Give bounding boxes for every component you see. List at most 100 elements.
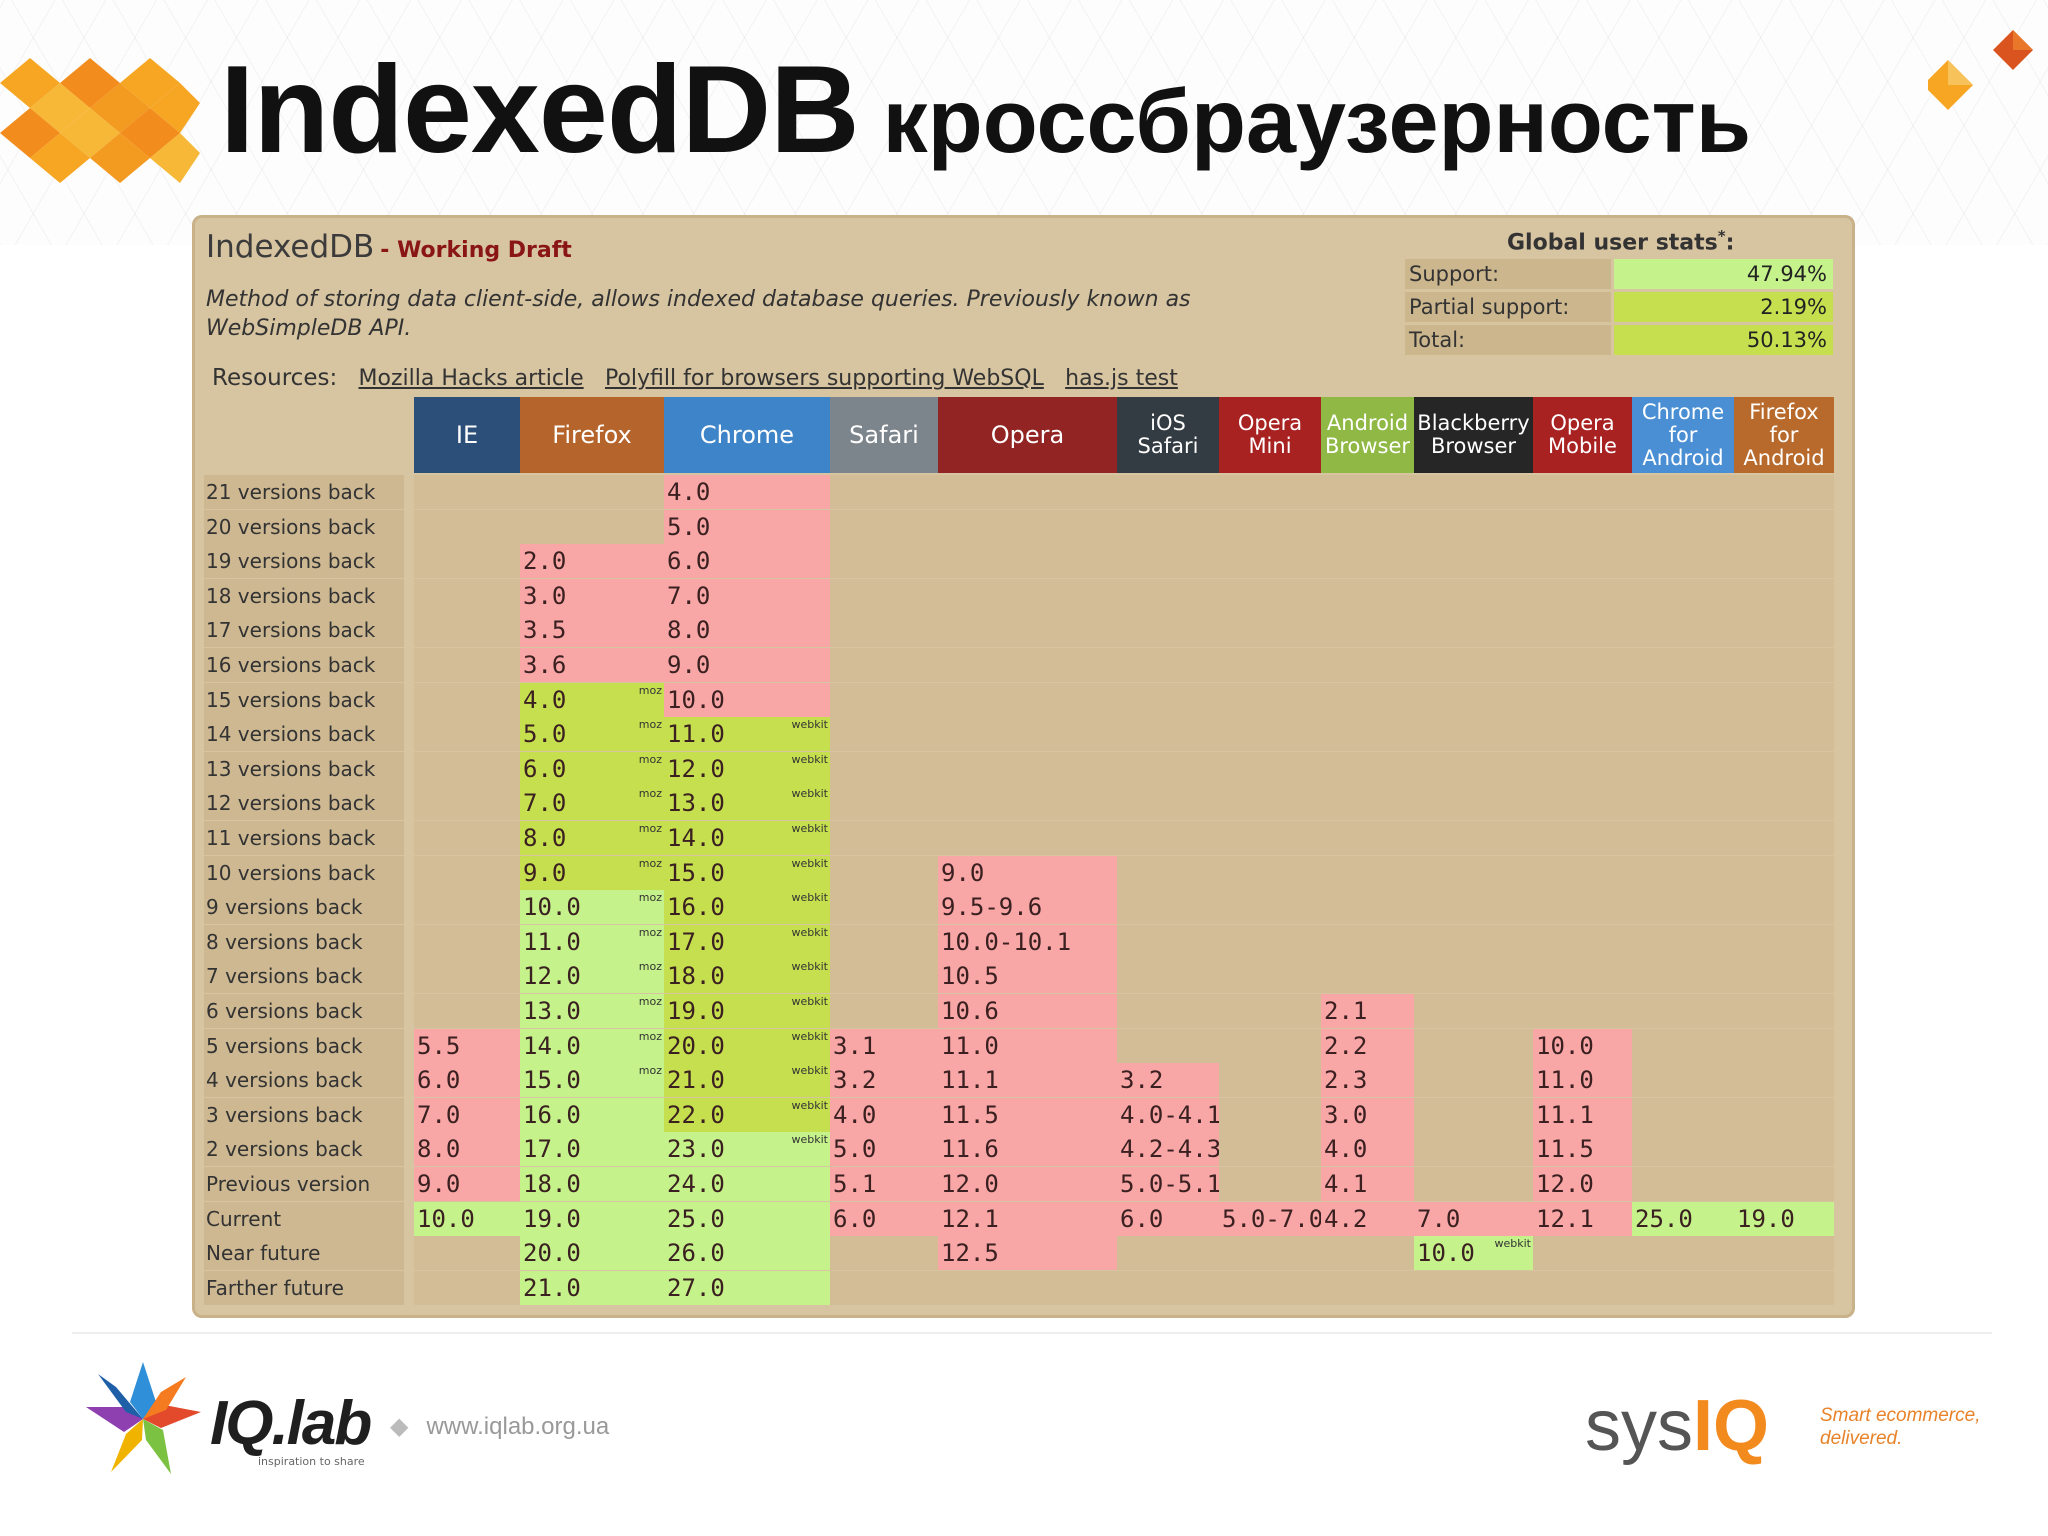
- version-cell[interactable]: 6.0 moz: [520, 751, 664, 786]
- empty-cell: [1734, 751, 1834, 786]
- version-cell[interactable]: 21.0 webkit: [664, 1063, 830, 1098]
- version-cell[interactable]: 6.0: [830, 1201, 938, 1236]
- version-cell[interactable]: 25.0: [664, 1201, 830, 1236]
- version-cell[interactable]: 10.5: [938, 959, 1117, 994]
- version-cell[interactable]: 3.2: [830, 1063, 938, 1098]
- version-cell[interactable]: 12.0 moz: [520, 959, 664, 994]
- version-cell[interactable]: 5.0: [830, 1132, 938, 1167]
- version-cell[interactable]: 7.0: [414, 1097, 520, 1132]
- version-cell[interactable]: 4.0-4.1: [1117, 1097, 1221, 1132]
- resource-link-hasjs[interactable]: has.js test: [1065, 366, 1178, 391]
- version-cell[interactable]: 4.0: [1321, 1132, 1414, 1167]
- empty-cell: [1632, 855, 1734, 890]
- version-cell[interactable]: 7.0: [664, 578, 830, 613]
- version-cell[interactable]: 9.0: [414, 1167, 520, 1201]
- version-cell[interactable]: 11.0 moz: [520, 924, 664, 959]
- version-cell[interactable]: 16.0 webkit: [664, 890, 830, 925]
- prefix-note: webkit: [791, 925, 829, 939]
- version-cell[interactable]: 16.0: [520, 1097, 664, 1132]
- version-cell[interactable]: 12.1: [938, 1201, 1117, 1236]
- version-cell[interactable]: 5.0: [664, 509, 830, 544]
- version-cell[interactable]: 8.0: [414, 1132, 520, 1167]
- version-cell[interactable]: 4.2-4.3: [1117, 1132, 1221, 1167]
- version-cell[interactable]: 27.0: [664, 1270, 830, 1305]
- version-cell[interactable]: 14.0 moz: [520, 1028, 664, 1063]
- version-cell[interactable]: 12.0: [1533, 1167, 1632, 1201]
- version-cell[interactable]: 11.1: [1533, 1097, 1632, 1132]
- version-cell[interactable]: 19.0 webkit: [664, 994, 830, 1028]
- version-cell[interactable]: 10.0: [664, 682, 830, 717]
- version-cell[interactable]: 17.0 webkit: [664, 924, 830, 959]
- version-cell[interactable]: 10.0: [1533, 1028, 1632, 1063]
- version-cell[interactable]: 18.0 webkit: [664, 959, 830, 994]
- version-cell[interactable]: 12.5: [938, 1236, 1117, 1271]
- version-cell[interactable]: 2.3: [1321, 1063, 1414, 1098]
- version-cell[interactable]: 9.5-9.6: [938, 890, 1117, 925]
- version-cell[interactable]: 5.0-7.0: [1219, 1201, 1323, 1236]
- version-cell[interactable]: 7.0: [1414, 1201, 1533, 1236]
- version-cell[interactable]: 11.0 webkit: [664, 717, 830, 752]
- version-cell[interactable]: 10.6: [938, 994, 1117, 1028]
- version-cell[interactable]: 9.0: [664, 648, 830, 682]
- version-cell[interactable]: 11.0: [1533, 1063, 1632, 1098]
- version-cell[interactable]: 10.0-10.1: [938, 924, 1117, 959]
- empty-cell: [1321, 613, 1414, 648]
- version-cell[interactable]: 3.5: [520, 613, 664, 648]
- version-cell[interactable]: 11.6: [938, 1132, 1117, 1167]
- version-cell[interactable]: 9.0 moz: [520, 855, 664, 890]
- version-cell[interactable]: 4.0 moz: [520, 682, 664, 717]
- version-cell[interactable]: 4.0: [664, 475, 830, 509]
- version-cell[interactable]: 7.0 moz: [520, 786, 664, 821]
- version-cell[interactable]: 2.2: [1321, 1028, 1414, 1063]
- version-cell[interactable]: 10.0 webkit: [1414, 1236, 1533, 1271]
- resource-link-polyfill[interactable]: Polyfill for browsers supporting WebSQL: [604, 366, 1044, 391]
- version-cell[interactable]: 4.0: [830, 1097, 938, 1132]
- version-cell[interactable]: 8.0 moz: [520, 821, 664, 855]
- version-cell[interactable]: 4.1: [1321, 1167, 1414, 1201]
- version-cell[interactable]: 11.0: [938, 1028, 1117, 1063]
- version-cell[interactable]: 12.0 webkit: [664, 751, 830, 786]
- version-cell[interactable]: 21.0: [520, 1270, 664, 1305]
- version-cell[interactable]: 2.1: [1321, 994, 1414, 1028]
- version-cell[interactable]: 4.2: [1321, 1201, 1414, 1236]
- version-cell[interactable]: 15.0 moz: [520, 1063, 664, 1098]
- version-cell[interactable]: 19.0: [520, 1201, 664, 1236]
- version-cell[interactable]: 10.0: [414, 1201, 520, 1236]
- version-cell[interactable]: 25.0: [1632, 1201, 1734, 1236]
- version-cell[interactable]: 11.5: [1533, 1132, 1632, 1167]
- version-cell[interactable]: 24.0: [664, 1167, 830, 1201]
- version-cell[interactable]: 11.1: [938, 1063, 1117, 1098]
- version-cell[interactable]: 22.0 webkit: [664, 1097, 830, 1132]
- version-cell[interactable]: 23.0 webkit: [664, 1132, 830, 1167]
- version-cell[interactable]: 13.0 moz: [520, 994, 664, 1028]
- version-cell[interactable]: 3.0: [520, 578, 664, 613]
- version-cell[interactable]: 15.0 webkit: [664, 855, 830, 890]
- version-cell[interactable]: 6.0: [1117, 1201, 1219, 1236]
- version-cell[interactable]: 5.0-5.1: [1117, 1167, 1221, 1201]
- version-cell[interactable]: 2.0: [520, 544, 664, 579]
- version-cell[interactable]: 12.0: [938, 1167, 1117, 1201]
- version-cell[interactable]: 10.0 moz: [520, 890, 664, 925]
- version-cell[interactable]: 19.0: [1734, 1201, 1834, 1236]
- version-cell[interactable]: 12.1: [1533, 1201, 1632, 1236]
- version-cell[interactable]: 20.0: [520, 1236, 664, 1271]
- version-cell[interactable]: 18.0: [520, 1167, 664, 1201]
- resource-link-mozilla-hacks[interactable]: Mozilla Hacks article: [358, 366, 584, 391]
- version-cell[interactable]: 8.0: [664, 613, 830, 648]
- version-cell[interactable]: 26.0: [664, 1236, 830, 1271]
- version-cell[interactable]: 5.5: [414, 1028, 520, 1063]
- version-cell[interactable]: 5.1: [830, 1167, 938, 1201]
- version-cell[interactable]: 3.2: [1117, 1063, 1219, 1098]
- version-cell[interactable]: 13.0 webkit: [664, 786, 830, 821]
- version-cell[interactable]: 11.5: [938, 1097, 1117, 1132]
- version-cell[interactable]: 9.0: [938, 855, 1117, 890]
- version-cell[interactable]: 3.0: [1321, 1097, 1414, 1132]
- version-cell[interactable]: 14.0 webkit: [664, 821, 830, 855]
- version-cell[interactable]: 6.0: [664, 544, 830, 579]
- version-cell[interactable]: 20.0 webkit: [664, 1028, 830, 1063]
- version-cell[interactable]: 5.0 moz: [520, 717, 664, 752]
- version-cell[interactable]: 6.0: [414, 1063, 520, 1098]
- version-cell[interactable]: 3.6: [520, 648, 664, 682]
- version-cell[interactable]: 3.1: [830, 1028, 938, 1063]
- version-cell[interactable]: 17.0: [520, 1132, 664, 1167]
